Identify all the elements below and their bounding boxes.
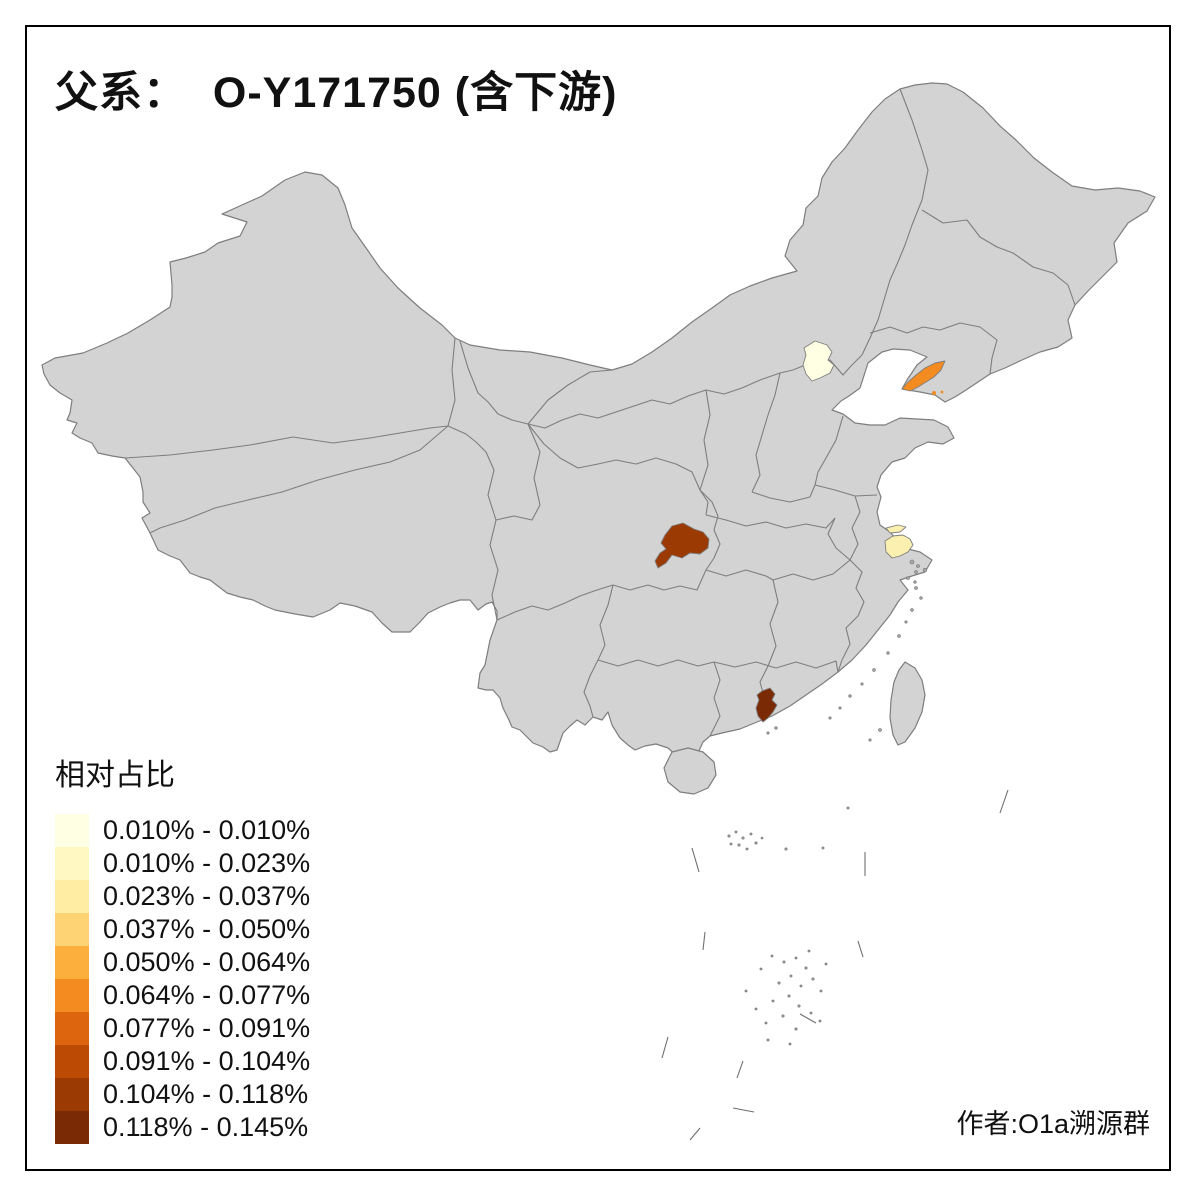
legend-swatch: [55, 847, 89, 880]
legend-swatch: [55, 880, 89, 913]
legend-row: 0.050% - 0.064%: [55, 946, 310, 979]
legend-label: 0.118% - 0.145%: [103, 1112, 309, 1142]
legend-swatch: [55, 814, 89, 847]
legend-label: 0.023% - 0.037%: [103, 881, 311, 911]
legend-label: 0.010% - 0.023%: [103, 848, 311, 878]
province-borders: [124, 88, 1076, 737]
colored-regions: [654, 340, 946, 723]
legend-swatch: [55, 1012, 89, 1045]
legend-title: 相对占比: [55, 759, 175, 792]
legend-swatch: [55, 1111, 89, 1144]
legend-row: 0.010% - 0.010%: [55, 814, 310, 847]
legend-label: 0.104% - 0.118%: [103, 1079, 309, 1109]
region-beijing: [802, 340, 835, 382]
region-chongqing: [654, 522, 710, 569]
legend-row: 0.104% - 0.118%: [55, 1078, 310, 1111]
legend-swatch: [55, 979, 89, 1012]
attribution: 作者:O1a溯源群: [956, 1109, 1150, 1139]
landmass: [41, 82, 1156, 795]
sea-islands: [661, 559, 1009, 1141]
mainland-outline: [41, 82, 1156, 773]
region-dalian-islet: [940, 390, 944, 394]
legend-row: 0.010% - 0.023%: [55, 847, 310, 880]
region-dalian: [901, 360, 946, 392]
legend-row: 0.037% - 0.050%: [55, 913, 310, 946]
legend-label: 0.077% - 0.091%: [103, 1013, 311, 1043]
region-guangzhou: [755, 687, 778, 723]
legend-swatch: [55, 913, 89, 946]
region-dalian-islet: [932, 391, 936, 395]
region-nantong: [885, 524, 907, 534]
hainan-island: [663, 747, 717, 795]
legend-label: 0.010% - 0.010%: [103, 815, 311, 845]
legend: 相对占比 0.010% - 0.010% 0.010% - 0.023% 0.023…: [55, 750, 310, 1144]
taiwan-island: [889, 661, 926, 746]
legend-row: 0.064% - 0.077%: [55, 979, 310, 1012]
page-title: 父系： O-Y171750 (含下游): [55, 69, 618, 117]
legend-row: 0.091% - 0.104%: [55, 1045, 310, 1078]
legend-rows: 0.010% - 0.010% 0.010% - 0.023% 0.023% - 0…: [55, 814, 310, 1144]
legend-swatch: [55, 1045, 89, 1078]
legend-row: 0.077% - 0.091%: [55, 1012, 310, 1045]
region-suzhou: [884, 534, 914, 559]
legend-label: 0.037% - 0.050%: [103, 914, 311, 944]
legend-label: 0.091% - 0.104%: [103, 1046, 311, 1076]
legend-swatch: [55, 946, 89, 979]
legend-swatch: [55, 1078, 89, 1111]
legend-label: 0.064% - 0.077%: [103, 980, 311, 1010]
legend-row: 0.118% - 0.145%: [55, 1111, 310, 1144]
legend-row: 0.023% - 0.037%: [55, 880, 310, 913]
legend-label: 0.050% - 0.064%: [103, 947, 311, 977]
